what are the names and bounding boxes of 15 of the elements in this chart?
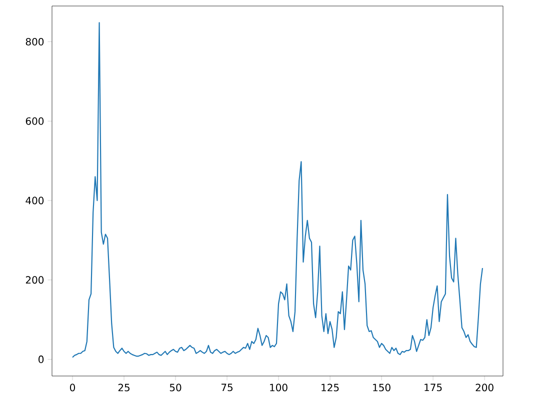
x-tick-label: 100 (270, 384, 288, 392)
x-tick-label: 125 (322, 384, 339, 392)
x-tick-label: 25 (118, 384, 130, 392)
y-tick-label: 800 (26, 38, 44, 46)
y-tick-label: 0 (38, 356, 44, 364)
y-tick-label: 400 (26, 196, 44, 204)
x-tick-label: 175 (424, 384, 442, 392)
x-tick-label: 0 (70, 384, 76, 392)
x-tick-label: 75 (221, 384, 232, 392)
y-tick-label: 600 (26, 117, 44, 125)
line-series (72, 22, 484, 358)
x-tick-label: 150 (373, 384, 390, 392)
x-tick-label: 50 (170, 384, 182, 392)
x-tick-label: 200 (476, 384, 494, 392)
y-tick-label: 200 (26, 276, 44, 284)
